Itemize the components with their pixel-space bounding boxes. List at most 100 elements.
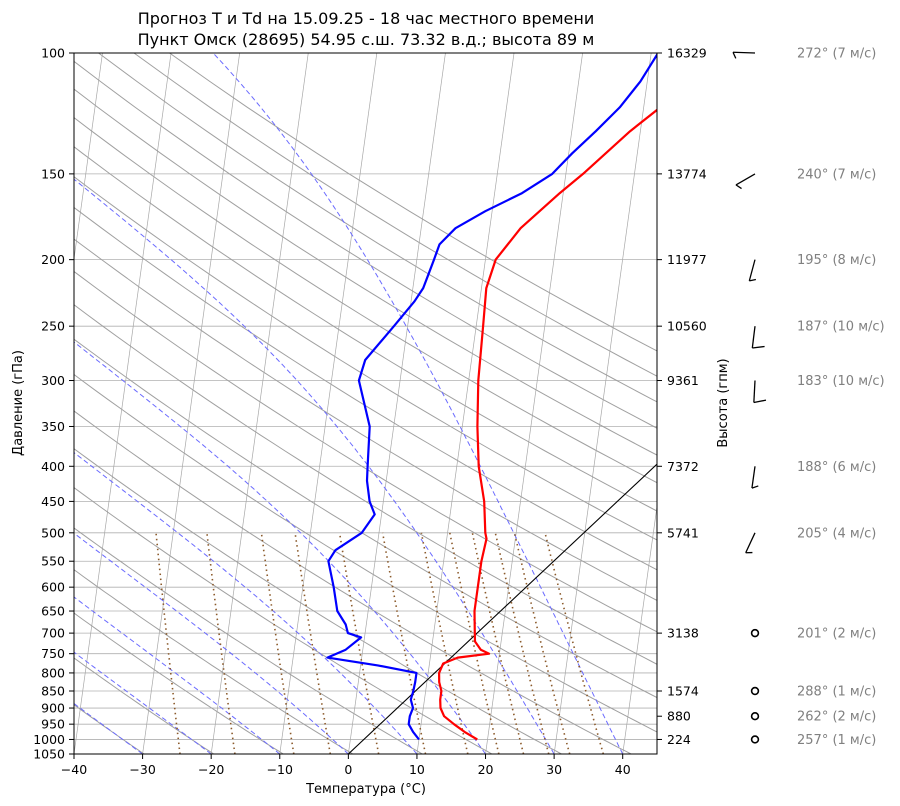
- wind-label: 272° (7 м/с): [797, 47, 876, 62]
- pressure-tick-label: 550: [41, 554, 65, 569]
- wind-barb-staff: [753, 380, 756, 403]
- wind-calm-circle: [750, 628, 760, 638]
- wind-barb-flag: [749, 278, 757, 282]
- isotherm-line: [622, 503, 657, 754]
- temperature-line: [438, 108, 657, 741]
- pressure-tick-label: 150: [41, 166, 65, 181]
- wind-barb-flag: [735, 184, 742, 190]
- plot-area: [74, 53, 788, 754]
- dry-adiabat: [74, 448, 562, 754]
- y2-axis-label: Высота (гпм): [716, 358, 731, 447]
- dry-adiabat: [74, 206, 657, 571]
- wind-barb-staff: [748, 259, 756, 282]
- wind-label: 183° (10 м/с): [797, 374, 885, 389]
- wind-barb-staff: [735, 173, 756, 186]
- dry-adiabat: [74, 304, 657, 665]
- axes: −40 −30 −20 −10 0 10 20 30 40 100 150 200 250 300 350 4…: [33, 46, 707, 778]
- pressure-grid: [74, 52, 657, 755]
- dry-adiabat: [74, 238, 657, 601]
- pressure-tick-label: 750: [41, 646, 65, 661]
- x-tick-label: 40: [615, 762, 631, 777]
- height-tick-label: 5741: [667, 525, 699, 540]
- pressure-tick-label: 700: [41, 626, 65, 641]
- pressure-tick-label: 100: [41, 46, 65, 61]
- pressure-tick-label: 1050: [33, 747, 65, 762]
- height-tick-label: 11977: [667, 252, 707, 267]
- wind-barb-staff: [751, 326, 756, 349]
- pressure-tick-label: 450: [41, 494, 65, 509]
- isotherm-line: [74, 53, 103, 262]
- chart-subtitle: Пункт Омск (28695) 54.95 с.ш. 73.32 в.д.…: [138, 30, 595, 49]
- isotherm-line: [416, 53, 515, 754]
- moist-adiabat: [74, 451, 418, 754]
- wind-calm-circle: [750, 735, 760, 744]
- dry-adiabat: [74, 117, 657, 484]
- dry-adiabat: [74, 338, 657, 699]
- moist-adiabat: [74, 651, 212, 754]
- x-tick-label: 30: [546, 762, 562, 777]
- pressure-tick-label: 350: [41, 419, 65, 434]
- pressure-tick-label: 250: [41, 319, 65, 334]
- pressure-tick-label: 650: [41, 604, 65, 619]
- wind-label: 240° (7 м/с): [797, 167, 876, 182]
- dry-adiabat: [74, 704, 145, 754]
- dry-adiabat: [74, 270, 657, 633]
- x-tick-label: −20: [198, 762, 224, 777]
- pressure-tick-label: 500: [41, 525, 65, 540]
- mixing-ratio-line: [513, 532, 571, 754]
- mixing-ratio-line: [471, 532, 525, 754]
- wind-label: 188° (6 м/с): [797, 460, 876, 475]
- dry-adiabat: [133, 53, 657, 377]
- isotherm-line: [691, 53, 788, 754]
- wind-barb-flag: [732, 51, 737, 59]
- dry-adiabat: [98, 53, 657, 403]
- wind-label: 262° (2 м/с): [797, 710, 876, 725]
- dry-adiabat: [74, 410, 632, 754]
- plot-frame: [73, 52, 658, 755]
- chart-title: Прогноз T и Td на 15.09.25 - 18 час мест…: [138, 9, 594, 28]
- mixing-ratio-line: [449, 532, 500, 754]
- height-tick-label: 880: [667, 709, 691, 724]
- dry-adiabat: [74, 527, 423, 754]
- x-axis-label: Температура (°C): [305, 782, 426, 797]
- moist-adiabat: [212, 53, 624, 754]
- wind-label: 257° (1 м/с): [797, 733, 876, 748]
- height-tick-label: 10560: [667, 319, 707, 334]
- height-tick-label: 1574: [667, 684, 699, 699]
- wind-label: 187° (10 м/с): [797, 320, 885, 335]
- wind-label: 205° (4 м/с): [797, 526, 876, 541]
- isotherm-line: [74, 53, 172, 754]
- height-tick-label: 16329: [667, 46, 707, 61]
- y-axis-label: Давление (гПа): [11, 350, 26, 456]
- isotherm-line: [210, 53, 309, 754]
- pressure-tick-label: 400: [41, 459, 65, 474]
- x-tick-label: −30: [129, 762, 155, 777]
- wind-barb-staff: [751, 466, 756, 489]
- isotherm-line: [279, 53, 378, 754]
- moist-adiabat: [74, 702, 143, 754]
- moist-adiabat: [74, 178, 555, 754]
- dry-adiabat: [169, 53, 657, 352]
- wind-column: 272° (7 м/с) 240° (7 м/с) 195° (8 м/с) 187°…: [732, 47, 885, 748]
- dewpoint-line: [326, 53, 657, 741]
- isotherm-line: [553, 53, 652, 754]
- pressure-tick-label: 600: [41, 580, 65, 595]
- dry-adiabat: [74, 176, 657, 541]
- pressure-tick-label: 800: [41, 665, 65, 680]
- dry-adiabat: [74, 657, 214, 754]
- x-tick-label: −10: [267, 762, 293, 777]
- dry-adiabat: [74, 60, 657, 429]
- dry-adiabat: [74, 146, 657, 512]
- wind-calm-circle: [750, 686, 760, 696]
- pressure-tick-label: 900: [41, 701, 65, 716]
- isotherm-line: [485, 53, 583, 754]
- wind-label: 288° (1 м/с): [797, 685, 876, 700]
- height-tick-label: 7372: [667, 459, 699, 474]
- mixing-ratio-line: [260, 532, 295, 754]
- wind-calm-circle: [750, 712, 760, 721]
- height-tick-label: 3138: [667, 626, 699, 641]
- mixing-ratio-line: [494, 532, 550, 754]
- height-tick-label: 224: [667, 732, 691, 747]
- x-tick-label: 0: [344, 762, 352, 777]
